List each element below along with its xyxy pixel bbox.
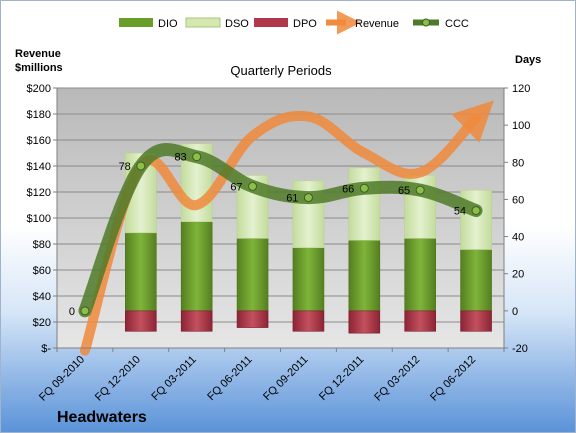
bar-dpo xyxy=(348,310,381,334)
bar-dpo xyxy=(404,310,436,332)
legend-label-dso: DSO xyxy=(225,18,249,30)
y-right-tick-label: 60 xyxy=(512,194,524,206)
bar-dso xyxy=(460,189,492,250)
legend-label-revenue: Revenue xyxy=(355,18,399,30)
ccc-point xyxy=(248,181,258,191)
ccc-data-label: 0 xyxy=(69,306,75,318)
x-tick-label: FQ 03-2011 xyxy=(149,354,198,403)
y-right-tick-label: 100 xyxy=(512,120,530,132)
y-right-tick-label: 40 xyxy=(512,232,524,244)
y-left-tick-label: $160 xyxy=(27,135,51,147)
ccc-data-label: 67 xyxy=(230,181,242,193)
y-left-tick-label: $140 xyxy=(27,161,51,173)
ccc-point xyxy=(415,185,425,195)
bar-dio xyxy=(460,249,492,312)
ccc-point xyxy=(80,306,90,316)
bar-dpo xyxy=(180,310,213,332)
y-left-tick-label: $100 xyxy=(27,213,51,225)
bar-dio xyxy=(292,247,325,312)
ccc-data-label: 54 xyxy=(454,206,466,218)
y-right-tick-label: 120 xyxy=(512,83,530,95)
y-left-tick-label: $120 xyxy=(27,187,51,199)
y-left-tick-label: $200 xyxy=(27,83,51,95)
ccc-point xyxy=(471,206,481,216)
x-tick-label: FQ 09-2011 xyxy=(261,354,310,403)
chart-title: Quarterly Periods xyxy=(230,63,332,78)
x-tick-label: FQ 03-2012 xyxy=(372,354,422,404)
ccc-point xyxy=(192,152,202,162)
x-tick-label: FQ 06-2012 xyxy=(428,354,478,404)
bar-dio xyxy=(348,239,381,312)
y-left-tick-label: $- xyxy=(41,343,51,355)
legend-label-dpo: DPO xyxy=(293,18,317,30)
y-right-tick-label: 80 xyxy=(512,157,524,169)
legend-swatch-dpo xyxy=(254,18,288,27)
bar-dio xyxy=(404,238,436,312)
y-right-label: Days xyxy=(515,54,541,66)
y-right-tick-label: -20 xyxy=(512,343,528,355)
ccc-data-label: 66 xyxy=(342,183,354,195)
bar-dso xyxy=(348,167,381,241)
bar-dpo xyxy=(292,310,325,332)
x-tick-label: FQ 12-2010 xyxy=(93,354,143,404)
y-right-tick-label: 0 xyxy=(512,306,518,318)
ccc-point xyxy=(303,193,313,203)
legend: DIO DSO DPO Revenue CCC xyxy=(119,10,469,35)
legend-marker-ccc xyxy=(422,18,430,27)
ccc-point xyxy=(359,183,369,193)
ccc-point xyxy=(136,161,146,171)
ccc-data-label: 61 xyxy=(286,193,298,205)
x-tick-label: FQ 06-2011 xyxy=(205,354,254,403)
bar-dio xyxy=(180,221,213,312)
y-left-tick-label: $40 xyxy=(33,291,51,303)
bar-dio xyxy=(236,238,269,312)
bar-dpo xyxy=(125,310,157,332)
bar-dpo xyxy=(460,310,492,332)
company-name: Headwaters xyxy=(57,409,147,426)
ccc-data-label: 83 xyxy=(174,152,186,164)
bar-dio xyxy=(125,232,157,312)
x-tick-label: FQ 09-2010 xyxy=(37,354,87,404)
ccc-data-label: 78 xyxy=(119,161,131,173)
y-left-tick-label: $180 xyxy=(27,109,51,121)
bar-dpo xyxy=(236,310,269,328)
y-left-tick-label: $80 xyxy=(33,239,51,251)
lines: 0 78 83 67 61 66 65 54 xyxy=(69,100,494,356)
y-left-label-line1: Revenue xyxy=(15,48,61,60)
legend-swatch-dio xyxy=(119,18,153,27)
legend-label-dio: DIO xyxy=(158,18,178,30)
ccc-data-label: 65 xyxy=(398,185,410,197)
legend-swatch-dso xyxy=(185,17,221,28)
y-right-tick-label: 20 xyxy=(512,269,524,281)
legend-label-ccc: CCC xyxy=(445,18,469,30)
y-left-tick-label: $60 xyxy=(33,265,51,277)
x-tick-label: FQ 12-2011 xyxy=(317,354,366,403)
y-left-tick-label: $20 xyxy=(33,317,51,329)
bars xyxy=(125,143,492,334)
y-left-label-line2: $millions xyxy=(15,62,63,74)
